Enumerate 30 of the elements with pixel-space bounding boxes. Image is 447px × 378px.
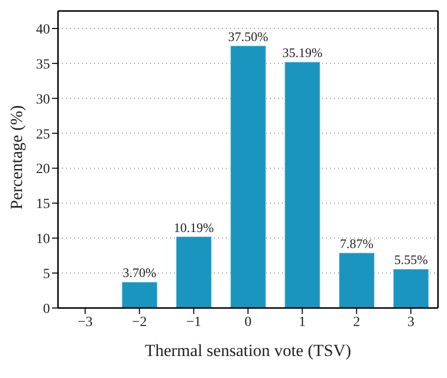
x-tick-label: −1 [186,314,202,330]
bar [176,236,212,308]
y-tick-label: 5 [43,267,50,282]
y-tick-label: 30 [36,92,50,108]
y-tick-label: 10 [36,232,50,248]
x-axis-title: Thermal sensation vote (TSV) [144,341,352,360]
y-tick-label: 15 [36,197,50,212]
bar [230,46,266,308]
x-tick-label: −2 [132,314,147,330]
y-tick-label: 0 [43,302,50,317]
y-tick-label: 40 [36,22,50,38]
bar [393,268,429,308]
bar [284,62,320,308]
data-label: 35.19% [282,45,323,60]
y-tick-label: 25 [36,127,50,142]
data-label: 10.19% [174,220,214,235]
x-tick-label: −3 [78,314,93,330]
x-tick-label: 2 [353,314,360,330]
bar [338,252,374,308]
bar [122,282,158,308]
x-tick-label: 1 [298,314,306,330]
x-tick-label: 0 [244,314,252,330]
data-label: 5.55% [394,252,428,268]
y-axis-title: Percentage (%) [7,105,26,210]
data-label: 3.70% [122,265,157,280]
x-tick-label: 3 [407,314,414,330]
data-label: 37.50% [228,28,268,44]
y-tick-label: 35 [36,57,50,72]
y-tick-label: 20 [36,162,50,178]
data-label: 7.87% [340,236,374,252]
